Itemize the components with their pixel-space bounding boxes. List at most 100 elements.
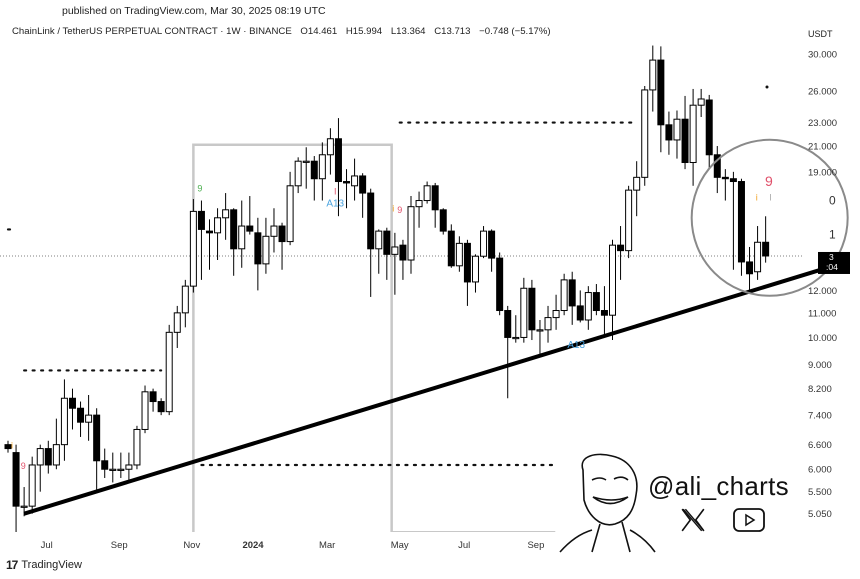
candle-body-down <box>729 178 737 183</box>
candle <box>44 440 52 474</box>
candle <box>407 196 415 274</box>
ohlc-low: L13.364 <box>390 26 426 37</box>
candle <box>536 319 544 357</box>
candle <box>399 239 407 280</box>
step-line <box>192 143 556 532</box>
candle-body-up <box>689 104 697 164</box>
candle <box>713 146 721 194</box>
candle-body-down <box>4 444 12 450</box>
candle-body-up <box>36 448 44 466</box>
candle-body-up <box>584 292 592 321</box>
ohlc-change: −0.748 (−5.17%) <box>479 26 551 37</box>
candle <box>278 222 286 270</box>
candle <box>689 88 697 186</box>
candle <box>20 487 28 517</box>
candle <box>496 252 504 316</box>
candle-body-down <box>383 230 391 255</box>
candle <box>617 226 625 280</box>
candle <box>560 273 568 316</box>
x-tick-label: Mar <box>319 540 335 551</box>
candle <box>439 208 447 235</box>
candle <box>206 219 213 270</box>
candle-body-up <box>181 285 189 314</box>
signal-label: A13 <box>567 340 585 351</box>
candle <box>334 118 342 217</box>
candle <box>673 110 681 159</box>
x-tick-label: Jul <box>41 540 53 551</box>
y-tick-label: 10.000 <box>808 333 837 344</box>
candle-body-up <box>609 244 616 316</box>
y-tick-label: 6.000 <box>808 465 832 476</box>
y-tick-label: 9.000 <box>808 360 832 371</box>
candle <box>222 193 230 240</box>
candle <box>520 277 528 343</box>
y-tick-label: 8.200 <box>808 384 832 395</box>
price-tag-countdown: :04 <box>826 262 838 272</box>
candle <box>238 200 246 268</box>
candle <box>270 208 278 253</box>
candle-body-down <box>254 232 262 265</box>
candle-body-down <box>617 244 625 252</box>
candle <box>512 315 520 343</box>
candle-body-down <box>101 460 109 470</box>
candle <box>101 448 109 478</box>
candle <box>609 239 616 341</box>
candle-body-up <box>238 225 246 250</box>
candle-body-up <box>455 242 463 267</box>
price-tag-value: 3 <box>829 252 834 262</box>
published-note: published on TradingView.com, Mar 30, 20… <box>62 5 326 17</box>
candle <box>77 401 85 437</box>
candle <box>351 158 359 201</box>
candle-body-up <box>560 279 568 312</box>
signal-label: 9 <box>197 184 202 194</box>
candle-body-up <box>697 98 705 106</box>
candle <box>657 46 665 153</box>
candle <box>665 111 673 155</box>
y-tick-label: 5.500 <box>808 487 832 498</box>
candle-body-up <box>222 209 230 219</box>
candle-body-down <box>431 185 439 211</box>
candle <box>125 452 133 483</box>
candle-body-down <box>367 192 375 250</box>
candle-body-up <box>625 189 633 252</box>
candle <box>246 196 254 235</box>
candle-body-up <box>391 246 399 255</box>
y-tick-label: 30.000 <box>808 50 837 61</box>
candle-body-up <box>415 200 423 208</box>
candle <box>641 86 649 186</box>
candle-body-down <box>206 230 213 234</box>
candle-body-up <box>125 464 133 470</box>
candle-body-up <box>117 468 125 471</box>
candle <box>681 95 689 170</box>
candle <box>294 157 302 194</box>
symbol-legend: ChainLink / TetherUS PERPETUAL CONTRACT … <box>12 26 557 37</box>
candle-body-down <box>246 225 254 232</box>
candle-body-down <box>334 138 342 183</box>
signal-label: 9 <box>765 173 773 189</box>
candle <box>93 408 101 492</box>
candle <box>737 178 745 276</box>
candle-body-down <box>68 397 76 409</box>
candle <box>109 452 117 483</box>
symbol-name[interactable]: ChainLink / TetherUS PERPETUAL CONTRACT … <box>12 26 292 37</box>
candle-body-up <box>85 414 93 423</box>
tradingview-footer[interactable]: 17 TradingView <box>6 558 82 572</box>
tradingview-logo-icon: 17 <box>6 558 18 572</box>
watermark-handle: @ali_charts <box>648 471 789 501</box>
signal-label: 9 <box>21 461 26 471</box>
price-axis-unit: USDT <box>808 29 833 39</box>
candle <box>721 169 729 201</box>
candle-body-down <box>399 244 407 261</box>
candle-body-up <box>520 287 528 338</box>
candle-body-down <box>463 242 471 283</box>
candle <box>28 456 36 514</box>
candle <box>197 200 205 280</box>
candle-body-up <box>536 329 544 332</box>
candle <box>310 156 318 201</box>
signal-label: i <box>11 441 13 451</box>
candle-body-up <box>294 160 302 187</box>
candle-body-down <box>12 452 20 507</box>
candle-body-up <box>318 154 326 180</box>
magnifier-circle <box>690 138 849 297</box>
